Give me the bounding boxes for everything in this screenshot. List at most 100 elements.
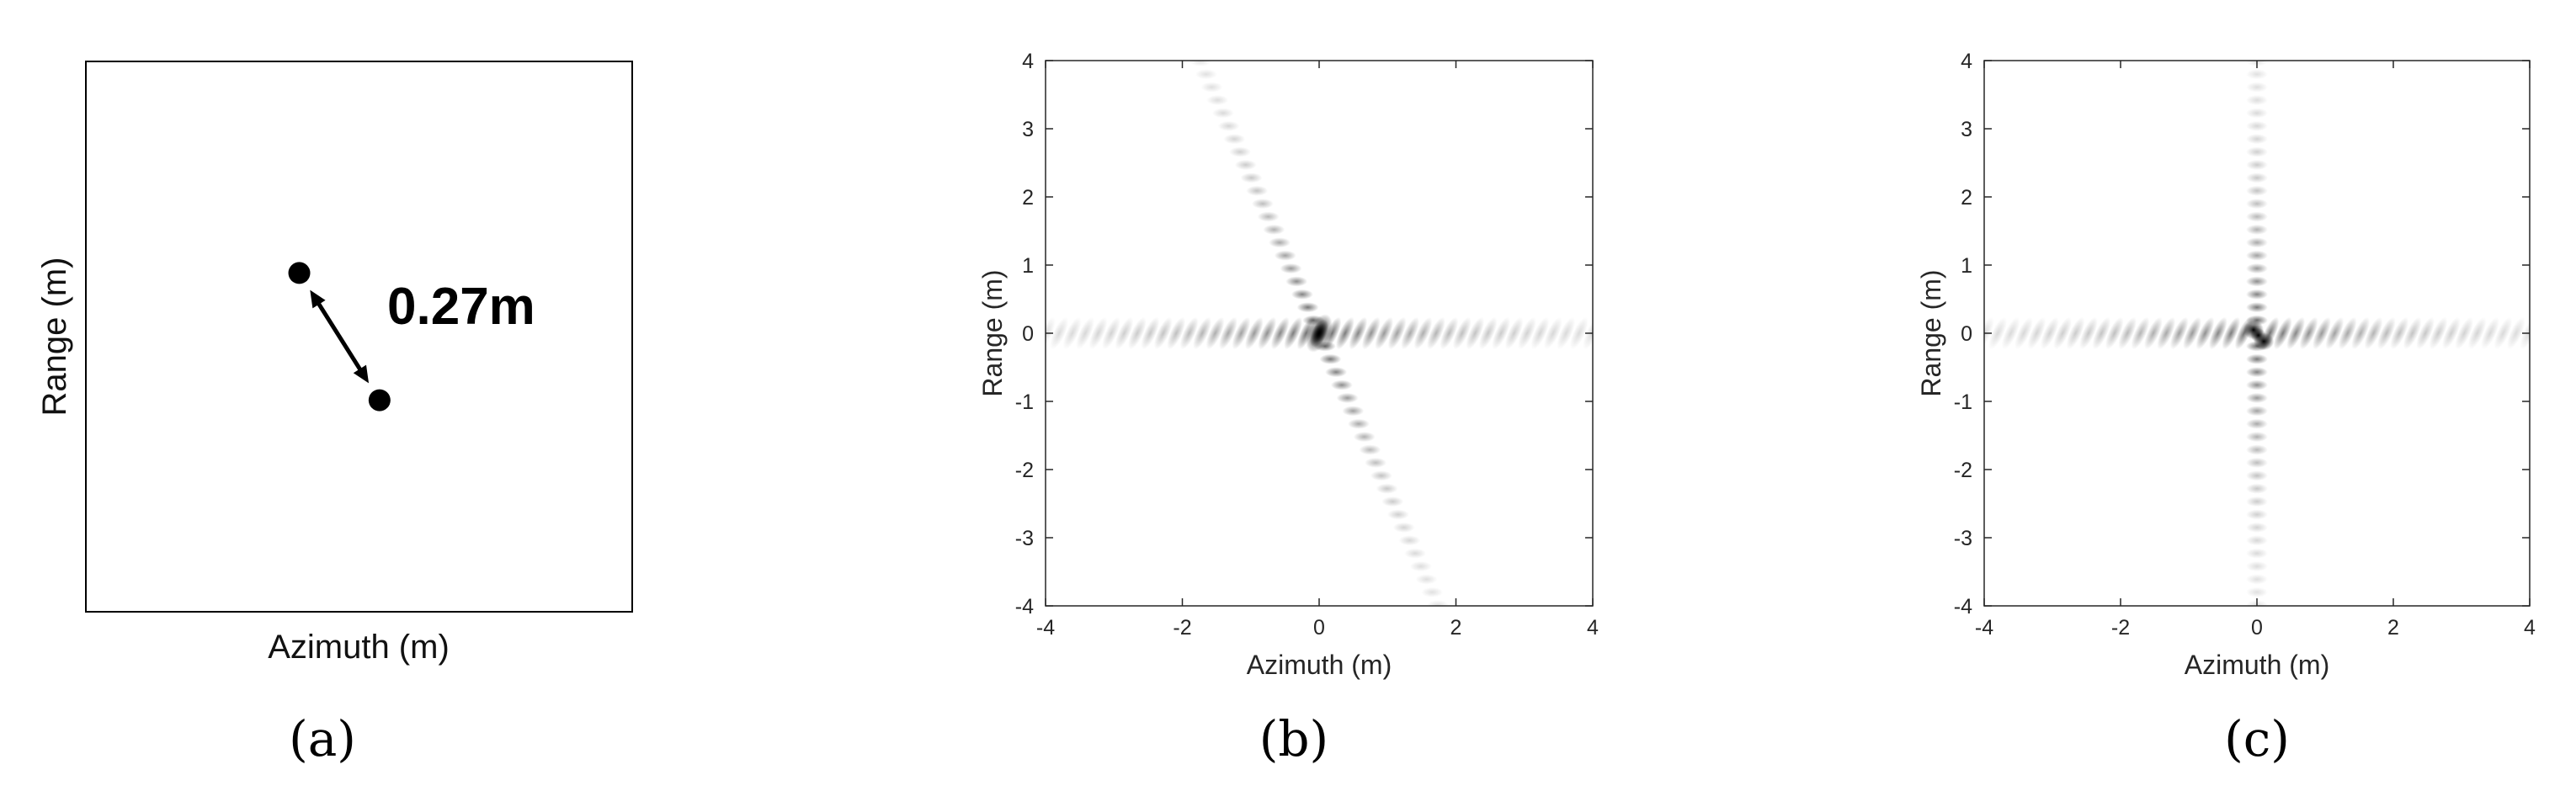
- panel-c-sidelobe: [2246, 263, 2268, 274]
- panel-c-ytick-label: 3: [1961, 118, 1972, 141]
- panel-b-sidelobe: [1195, 69, 1217, 80]
- panel-b-ytick-label: 0: [1022, 322, 1034, 346]
- panel-a: Azimuth (m) Range (m) 0.27m (a): [36, 61, 633, 767]
- panel-b-sidelobe: [1336, 392, 1359, 404]
- panel-b-sidelobe: [1557, 316, 1576, 350]
- panel-b-sidelobe: [1115, 316, 1134, 350]
- panel-b-sidelobe: [1569, 316, 1589, 350]
- panel-c-ylabel: Range (m): [1916, 269, 1946, 396]
- panel-b-sidelobe: [1274, 250, 1296, 261]
- panel-b-sidelobe: [1335, 316, 1355, 350]
- panel-c-ytick-label: -2: [1954, 459, 1972, 482]
- panel-b-sidelobe: [1359, 444, 1381, 455]
- panel-b-sidelobe: [1280, 263, 1302, 274]
- distance-arrow-shaft: [315, 300, 364, 374]
- panel-c-sidelobe: [2467, 316, 2487, 350]
- panel-b-sidelobe: [1404, 548, 1427, 559]
- panel-c-sidelobe: [2053, 316, 2073, 350]
- panel-b-sidelobe: [1375, 316, 1394, 350]
- panel-b-sidelobe: [1349, 316, 1368, 350]
- panel-a-ylabel: Range (m): [36, 257, 73, 417]
- panel-b-sidelobe: [1234, 159, 1257, 171]
- panel-b-sidelobe: [1530, 316, 1550, 350]
- panel-c-xtick-label: -4: [1975, 616, 1993, 640]
- panel-b-sidelobe: [1398, 535, 1421, 546]
- panel-a-xlabel: Azimuth (m): [268, 629, 450, 666]
- panel-b-sidelobe: [1440, 316, 1459, 350]
- panel-c-sidelobe: [2246, 173, 2268, 183]
- panel-c-xlabel: Azimuth (m): [2185, 650, 2329, 680]
- panel-c-sidelobe: [2246, 250, 2268, 261]
- panel-c-sidelobe: [2246, 94, 2268, 106]
- panel-c-sidelobe: [2105, 316, 2124, 350]
- panel-c-sidelobe: [2506, 316, 2525, 350]
- panel-c-sidelobe: [2246, 560, 2268, 572]
- panel-b-xlabel: Azimuth (m): [1247, 650, 1392, 680]
- panel-c-xtick-label: 2: [2387, 616, 2399, 640]
- panel-b-sidelobe: [1127, 316, 1147, 350]
- panel-c-ytick-label: 0: [1961, 322, 1972, 346]
- panel-b-sidelobe: [1342, 406, 1365, 417]
- panel-c-sidelobe: [2246, 535, 2268, 546]
- panel-c-sidelobe: [2014, 316, 2033, 350]
- panel-b-sidelobe: [1141, 316, 1160, 350]
- panel-c-sidelobe: [2157, 316, 2176, 350]
- panel-c-sidelobe: [2246, 509, 2268, 520]
- panel-b-sidelobe: [1392, 522, 1415, 533]
- panel-c-sidelobe: [2246, 211, 2268, 222]
- panel-c-sidelobe: [2246, 522, 2268, 533]
- panel-c-sidelobe: [2455, 316, 2474, 350]
- distance-annotation: 0.27m: [387, 278, 535, 336]
- panel-b-sidelobe: [1381, 496, 1404, 507]
- panel-c-sidelobe: [2246, 185, 2268, 196]
- panel-c-sidelobe: [2246, 289, 2268, 300]
- target-point-1: [288, 262, 311, 284]
- panel-c-sidelobe: [2027, 316, 2046, 350]
- panel-c-sidelobe: [2246, 574, 2268, 585]
- panel-b-xtick-label: 4: [1587, 616, 1599, 640]
- panel-b-sidelobe: [1309, 319, 1329, 348]
- panel-b-sidelobe: [1284, 316, 1303, 350]
- panel-b-sidelobe: [1050, 316, 1069, 350]
- panel-c-sidelobe: [2246, 470, 2268, 481]
- panel-c-sidelobe: [2325, 316, 2344, 350]
- panel-b-sidelobe: [1088, 316, 1108, 350]
- panel-c-sidelobe: [2079, 316, 2098, 350]
- panel-b-sidelobe: [1251, 199, 1274, 210]
- panel-b-xtick-label: -4: [1036, 616, 1055, 640]
- panel-c-sidelobe: [2441, 316, 2461, 350]
- panel-b-sidelobe: [1421, 587, 1444, 597]
- panel-b-xtick-label: 2: [1450, 616, 1462, 640]
- panel-c-sidelobe: [2351, 316, 2370, 350]
- panel-c-xtick-label: 0: [2251, 616, 2263, 640]
- panel-c-sidelobe: [2403, 316, 2422, 350]
- panel-c-sidelobe: [2246, 380, 2268, 390]
- panel-b-sidelobe: [1179, 316, 1199, 350]
- panel-b-sidelobe: [1285, 276, 1308, 287]
- panel-b-sidelobe: [1427, 316, 1445, 350]
- panel-b-sidelobe: [1258, 316, 1277, 350]
- panel-c-sidelobe: [2338, 316, 2357, 350]
- panel-b-sidelobe: [1263, 224, 1285, 235]
- panel-b-ytick-label: 1: [1022, 254, 1034, 278]
- distance-arrowhead-start: [310, 289, 326, 309]
- panel-b-sidelobe: [1415, 574, 1438, 585]
- panel-c-sidelobe: [1988, 316, 2008, 350]
- panel-c-sidelobe: [2246, 237, 2268, 248]
- panel-b-sidelobe: [1361, 316, 1381, 350]
- panel-b-sidelobe: [1217, 120, 1240, 131]
- panel-b-sidelobe: [1370, 470, 1392, 481]
- panel-c-sidelobe: [2246, 108, 2268, 119]
- panel-c-sidelobe: [2246, 120, 2268, 131]
- panel-c-sidelobe: [2416, 316, 2435, 350]
- panel-c-sidelobe: [2246, 199, 2268, 210]
- panel-b-sidelobe: [1365, 457, 1387, 468]
- panel-b-ytick-label: 2: [1022, 186, 1034, 210]
- panel-c-sidelobe: [2118, 316, 2137, 350]
- panel-c-sidelobe: [2273, 316, 2292, 350]
- panel-b-sidelobe: [1102, 316, 1120, 350]
- panel-c-sidelobe: [2001, 316, 2020, 350]
- panel-c-sidelobe: [2299, 316, 2318, 350]
- panel-b-sidelobe: [1291, 289, 1313, 300]
- panel-a-caption: (a): [289, 710, 356, 767]
